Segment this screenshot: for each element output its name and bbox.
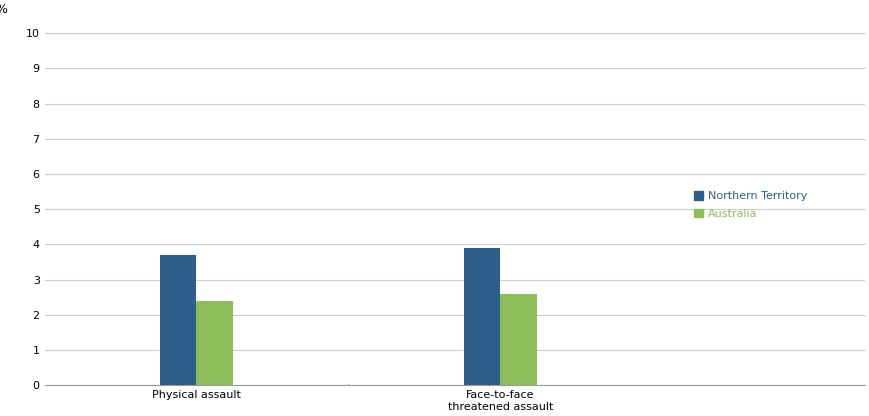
Bar	[501, 294, 537, 385]
Bar	[196, 301, 233, 385]
Bar	[464, 248, 501, 385]
Legend: Northern Territory, Australia: Northern Territory, Australia	[690, 187, 812, 223]
Bar	[160, 255, 196, 385]
Text: %: %	[0, 2, 7, 15]
